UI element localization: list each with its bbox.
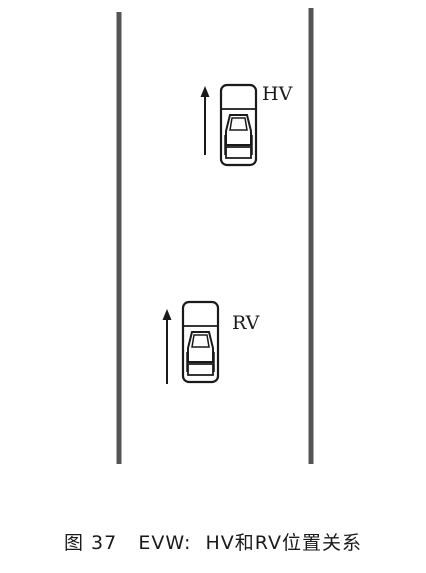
host-direction-arrow (200, 86, 210, 155)
host-car-icon (219, 83, 258, 167)
remote-car-icon (181, 300, 220, 384)
figure-title: EVW: HV和RV位置关系 (138, 532, 362, 554)
remote-vehicle: RV (162, 300, 260, 384)
figure-number: 图 37 (64, 532, 118, 554)
host-vehicle: HV (200, 83, 293, 167)
remote-vehicle-label: RV (232, 312, 260, 334)
remote-direction-arrow (162, 309, 172, 384)
host-vehicle-label: HV (262, 83, 293, 105)
figure-caption: 图 37 EVW: HV和RV位置关系 (0, 531, 426, 555)
